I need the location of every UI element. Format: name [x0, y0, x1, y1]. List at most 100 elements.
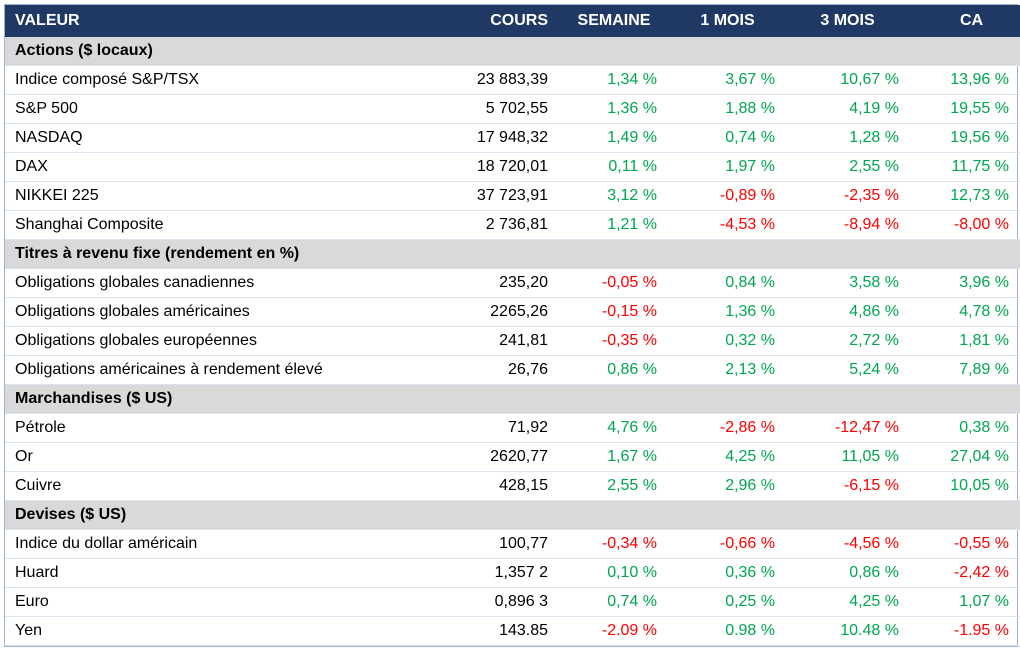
- cell-semaine: 1,36 %: [558, 94, 669, 124]
- market-table: VALEUR COURS SEMAINE 1 MOIS 3 MOIS CA Actions…: [5, 5, 1020, 646]
- cell-ca: 13,96 %: [909, 65, 1020, 95]
- cell-1-mois: 0,36 %: [669, 558, 785, 588]
- cell-1-mois: 1,36 %: [669, 297, 785, 327]
- cell-semaine: -2.09 %: [558, 616, 669, 646]
- table-row: Euro 0,896 3 0,74 % 0,25 % 4,25 % 1,07 %: [5, 587, 1020, 617]
- table-header: VALEUR COURS SEMAINE 1 MOIS 3 MOIS CA: [5, 5, 1020, 37]
- table-row: Obligations globales américaines 2265,26-…: [5, 297, 1020, 327]
- row-label: Obligations globales européennes: [5, 326, 452, 356]
- section-title: Actions ($ locaux): [5, 37, 1020, 66]
- cell-1-mois: 0,32 %: [669, 326, 785, 356]
- cell-3-mois: -2,35 %: [785, 181, 909, 211]
- cell-3-mois: 3,58 %: [785, 268, 909, 298]
- header-row: VALEUR COURS SEMAINE 1 MOIS 3 MOIS CA: [5, 5, 1020, 37]
- cell-ca: 1,81 %: [909, 326, 1020, 356]
- cell-semaine: -0,15 %: [558, 297, 669, 327]
- row-label: Or: [5, 442, 452, 472]
- cell-semaine: 1,34 %: [558, 65, 669, 95]
- cell-cours: 428,15: [452, 471, 558, 501]
- section-row-devises-us: Devises ($ US): [5, 500, 1020, 530]
- row-label: NIKKEI 225: [5, 181, 452, 211]
- section-title: Devises ($ US): [5, 500, 1020, 530]
- table-row: Obligations américaines à rendement élev…: [5, 355, 1020, 385]
- cell-ca: 3,96 %: [909, 268, 1020, 298]
- cell-ca: 12,73 %: [909, 181, 1020, 211]
- row-label: Obligations américaines à rendement élev…: [5, 355, 452, 385]
- cell-cours: 5 702,55: [452, 94, 558, 124]
- cell-ca: -8,00 %: [909, 210, 1020, 240]
- cell-semaine: 1,49 %: [558, 123, 669, 153]
- cell-1-mois: 0,84 %: [669, 268, 785, 298]
- table-row: Obligations globales canadiennes 235,20 -0…: [5, 268, 1020, 298]
- table-row: Obligations globales européennes 241,81 -0…: [5, 326, 1020, 356]
- table-row: DAX 18 720,01 0,11 % 1,97 % 2,55 % 11,75 %: [5, 152, 1020, 182]
- cell-cours: 241,81: [452, 326, 558, 356]
- row-label: Yen: [5, 616, 452, 646]
- cell-1-mois: 1,97 %: [669, 152, 785, 182]
- section-row-actions-locaux: Actions ($ locaux): [5, 37, 1020, 66]
- column-header-cours: COURS: [452, 5, 558, 37]
- cell-3-mois: 10,67 %: [785, 65, 909, 95]
- cell-semaine: 0,10 %: [558, 558, 669, 588]
- cell-semaine: 2,55 %: [558, 471, 669, 501]
- cell-cours: 2620,77: [452, 442, 558, 472]
- cell-cours: 235,20: [452, 268, 558, 298]
- cell-1-mois: 4,25 %: [669, 442, 785, 472]
- section-title: Titres à revenu fixe (rendement en %): [5, 239, 1020, 269]
- cell-3-mois: -6,15 %: [785, 471, 909, 501]
- cell-cours: 0,896 3: [452, 587, 558, 617]
- cell-ca: 1,07 %: [909, 587, 1020, 617]
- cell-1-mois: -0,66 %: [669, 529, 785, 559]
- cell-semaine: 0,74 %: [558, 587, 669, 617]
- cell-3-mois: 4,25 %: [785, 587, 909, 617]
- cell-1-mois: 2,13 %: [669, 355, 785, 385]
- cell-semaine: -0,05 %: [558, 268, 669, 298]
- section-title: Marchandises ($ US): [5, 384, 1020, 414]
- cell-semaine: 0,86 %: [558, 355, 669, 385]
- row-label: Pétrole: [5, 413, 452, 443]
- cell-1-mois: 0,25 %: [669, 587, 785, 617]
- cell-1-mois: 3,67 %: [669, 65, 785, 95]
- table-row: Huard 1,357 2 0,10 % 0,36 % 0,86 % -2,42 %: [5, 558, 1020, 588]
- market-performance-table: VALEUR COURS SEMAINE 1 MOIS 3 MOIS CA Actions…: [4, 4, 1020, 647]
- cell-ca: 19,56 %: [909, 123, 1020, 153]
- row-label: Obligations globales canadiennes: [5, 268, 452, 298]
- cell-3-mois: 4,19 %: [785, 94, 909, 124]
- table-row: NASDAQ 17 948,32 1,49 % 0,74 % 1,28 % 19,56 %: [5, 123, 1020, 153]
- cell-1-mois: -0,89 %: [669, 181, 785, 211]
- cell-3-mois: 4,86 %: [785, 297, 909, 327]
- cell-semaine: 4,76 %: [558, 413, 669, 443]
- cell-semaine: 0,11 %: [558, 152, 669, 182]
- row-label: Cuivre: [5, 471, 452, 501]
- column-header-1-mois: 1 MOIS: [669, 5, 785, 37]
- cell-ca: 11,75 %: [909, 152, 1020, 182]
- cell-cours: 26,76: [452, 355, 558, 385]
- cell-3-mois: 10.48 %: [785, 616, 909, 646]
- table-row: Indice composé S&P/TSX 23 883,39 1,34 % 3,6…: [5, 65, 1020, 95]
- section-row-titres-revenu-fixe-rendement-en: Titres à revenu fixe (rendement en %): [5, 239, 1020, 269]
- cell-cours: 71,92: [452, 413, 558, 443]
- table-row: NIKKEI 225 37 723,91 3,12 % -0,89 % -2,35 % 1…: [5, 181, 1020, 211]
- cell-cours: 2 736,81: [452, 210, 558, 240]
- cell-1-mois: 2,96 %: [669, 471, 785, 501]
- column-header-valeur: VALEUR: [5, 5, 452, 37]
- cell-1-mois: 0,74 %: [669, 123, 785, 153]
- row-label: Obligations globales américaines: [5, 297, 452, 327]
- cell-cours: 143.85: [452, 616, 558, 646]
- column-header-ca: CA: [909, 5, 1020, 37]
- cell-3-mois: -4,56 %: [785, 529, 909, 559]
- cell-3-mois: 5,24 %: [785, 355, 909, 385]
- cell-semaine: 1,67 %: [558, 442, 669, 472]
- cell-cours: 17 948,32: [452, 123, 558, 153]
- row-label: Shanghai Composite: [5, 210, 452, 240]
- cell-ca: 7,89 %: [909, 355, 1020, 385]
- row-label: Euro: [5, 587, 452, 617]
- cell-3-mois: 2,55 %: [785, 152, 909, 182]
- row-label: S&P 500: [5, 94, 452, 124]
- cell-3-mois: 0,86 %: [785, 558, 909, 588]
- column-header-3-mois: 3 MOIS: [785, 5, 909, 37]
- cell-ca: 0,38 %: [909, 413, 1020, 443]
- cell-3-mois: 11,05 %: [785, 442, 909, 472]
- cell-ca: -1.95 %: [909, 616, 1020, 646]
- row-label: DAX: [5, 152, 452, 182]
